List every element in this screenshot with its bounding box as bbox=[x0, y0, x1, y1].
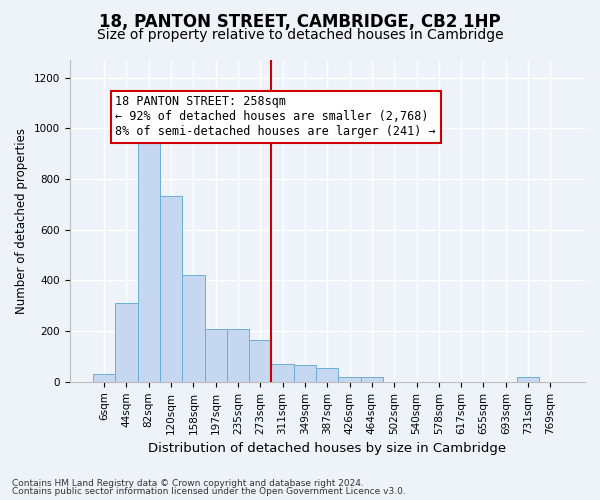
X-axis label: Distribution of detached houses by size in Cambridge: Distribution of detached houses by size … bbox=[148, 442, 506, 455]
Text: 18 PANTON STREET: 258sqm
← 92% of detached houses are smaller (2,768)
8% of semi: 18 PANTON STREET: 258sqm ← 92% of detach… bbox=[115, 96, 436, 138]
Bar bbox=[338, 377, 361, 382]
Bar bbox=[249, 340, 271, 382]
Y-axis label: Number of detached properties: Number of detached properties bbox=[15, 128, 28, 314]
Bar bbox=[160, 196, 182, 382]
Bar bbox=[227, 328, 249, 382]
Text: Size of property relative to detached houses in Cambridge: Size of property relative to detached ho… bbox=[97, 28, 503, 42]
Bar bbox=[271, 364, 294, 382]
Bar bbox=[182, 276, 205, 382]
Text: Contains public sector information licensed under the Open Government Licence v3: Contains public sector information licen… bbox=[12, 487, 406, 496]
Bar bbox=[294, 366, 316, 382]
Bar bbox=[517, 377, 539, 382]
Bar bbox=[316, 368, 338, 382]
Bar bbox=[93, 374, 115, 382]
Text: 18, PANTON STREET, CAMBRIDGE, CB2 1HP: 18, PANTON STREET, CAMBRIDGE, CB2 1HP bbox=[99, 12, 501, 30]
Bar bbox=[205, 328, 227, 382]
Bar bbox=[137, 138, 160, 382]
Bar bbox=[115, 304, 137, 382]
Bar bbox=[361, 377, 383, 382]
Text: Contains HM Land Registry data © Crown copyright and database right 2024.: Contains HM Land Registry data © Crown c… bbox=[12, 478, 364, 488]
